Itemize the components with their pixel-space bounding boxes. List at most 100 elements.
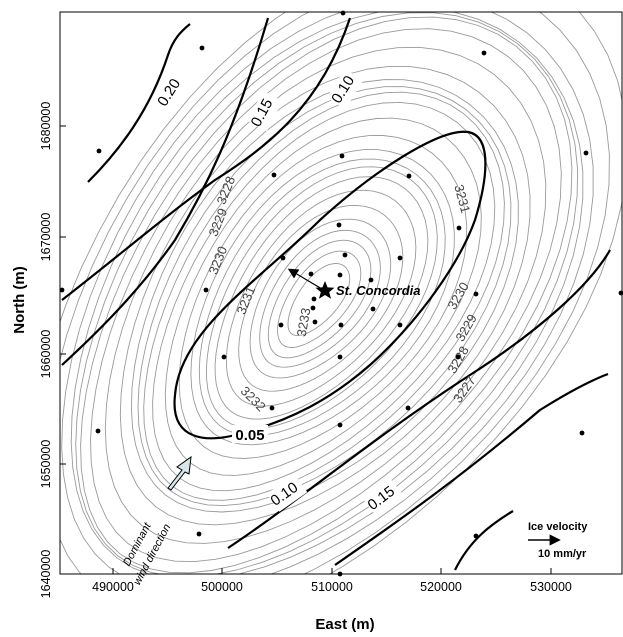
velocity-contour-0.05 [173, 130, 487, 440]
wind-arrow-icon [167, 455, 192, 491]
x-tick-label-4: 530000 [530, 580, 572, 594]
survey-point [579, 430, 585, 436]
survey-point [473, 533, 479, 539]
survey-point [481, 50, 487, 56]
survey-point [473, 291, 479, 297]
elevation-contour [60, 12, 622, 574]
velocity-contour-0.15-lower [334, 372, 609, 566]
scale-title: Ice velocity [528, 521, 588, 533]
survey-point [337, 272, 343, 278]
survey-point [271, 172, 277, 178]
elevation-contour [267, 239, 372, 359]
elevation-contour [249, 218, 392, 379]
velocity-label-0.05: 0.05 [235, 427, 264, 444]
scale-value: 10 mm/yr [538, 548, 587, 560]
station-label: St. Concordia [336, 283, 421, 298]
elevation-contour [152, 101, 496, 492]
survey-point [397, 255, 403, 261]
elevation-contour [119, 65, 531, 526]
elevation-contour [90, 28, 562, 563]
survey-point [221, 354, 227, 360]
survey-point [337, 422, 343, 428]
survey-point [312, 319, 318, 325]
y-tick-label-1: 1650000 [39, 440, 53, 489]
elevation-contour [104, 46, 547, 544]
elevation-contour [205, 166, 438, 429]
survey-point [339, 153, 345, 159]
y-tick-label-0: 1640000 [39, 550, 53, 599]
survey-point [455, 354, 461, 360]
elevation-label-3229-upper: 3229 [205, 206, 230, 238]
survey-point [337, 571, 343, 577]
y-tick-label-3: 1670000 [39, 213, 53, 262]
survey-point [310, 305, 316, 311]
survey-point [370, 306, 376, 312]
elevation-contour [80, 16, 573, 574]
survey-point [456, 225, 462, 231]
survey-point [618, 290, 623, 296]
plot-frame: 490000 500000 510000 520000 530000 16400… [11, 11, 623, 633]
elevation-label-3233: 3233 [294, 307, 314, 338]
survey-point [342, 252, 348, 258]
survey-point [203, 287, 209, 293]
axis-ticks [60, 125, 552, 575]
survey-point [311, 296, 317, 302]
survey-point [337, 354, 343, 360]
star-icon [315, 281, 335, 299]
elevation-contour [225, 189, 417, 407]
elevation-contour [137, 86, 512, 507]
survey-point [196, 531, 202, 537]
velocity-contour-0.20 [87, 23, 191, 183]
x-tick-label-1: 500000 [201, 580, 243, 594]
elevation-contour [214, 176, 429, 420]
elevation-contour-lines [60, 12, 622, 574]
survey-point [95, 428, 101, 434]
elevation-contour [61, 12, 594, 574]
elevation-contour [75, 12, 579, 574]
elevation-contour [277, 250, 362, 348]
elevation-contour [259, 229, 381, 368]
elevation-contour [178, 135, 468, 459]
station-velocity-arrow [287, 268, 323, 290]
survey-point [308, 271, 314, 277]
survey-point [336, 222, 342, 228]
velocity-contour-0.10-upper [61, 17, 352, 301]
survey-point [280, 255, 286, 261]
elevation-contour [70, 12, 584, 574]
velocity-scale: Ice velocity 10 mm/yr [528, 521, 588, 560]
wind-direction: Dominant wind direction [121, 455, 192, 587]
x-tick-label-3: 520000 [420, 580, 462, 594]
elevation-contour [287, 263, 351, 337]
survey-point [406, 173, 412, 179]
survey-point [96, 148, 102, 154]
x-tick-label-2: 510000 [311, 580, 353, 594]
survey-point [583, 150, 589, 156]
y-tick-label-2: 1660000 [39, 330, 53, 379]
elevation-label-3232: 3232 [238, 383, 269, 414]
elevation-contour [238, 204, 404, 392]
elevation-label-3228-right: 3228 [444, 343, 471, 376]
survey-point [199, 45, 205, 51]
y-tick-label-4: 1680000 [39, 102, 53, 151]
survey-point [59, 287, 65, 293]
y-axis-label: North (m) [11, 266, 28, 334]
x-axis-label: East (m) [315, 616, 374, 633]
velocity-contour-0.15-corner [454, 510, 514, 571]
survey-point [368, 277, 374, 283]
survey-point [405, 405, 411, 411]
survey-point [340, 10, 346, 16]
survey-point [269, 405, 275, 411]
survey-points [59, 10, 623, 577]
velocity-contour-0.15-upper [61, 17, 270, 366]
survey-point [278, 322, 284, 328]
elevation-contour [130, 79, 519, 513]
survey-point [338, 322, 344, 328]
station: St. Concordia [287, 268, 421, 299]
elevation-label-3231-left: 3231 [233, 284, 258, 316]
elevation-label-3231-right: 3231 [451, 183, 473, 215]
survey-point [397, 322, 403, 328]
x-tick-label-0: 490000 [92, 580, 134, 594]
velocity-labels: 0.05 0.10 0.10 0.15 0.15 0.20 [153, 68, 404, 517]
elevation-contour [190, 149, 455, 446]
